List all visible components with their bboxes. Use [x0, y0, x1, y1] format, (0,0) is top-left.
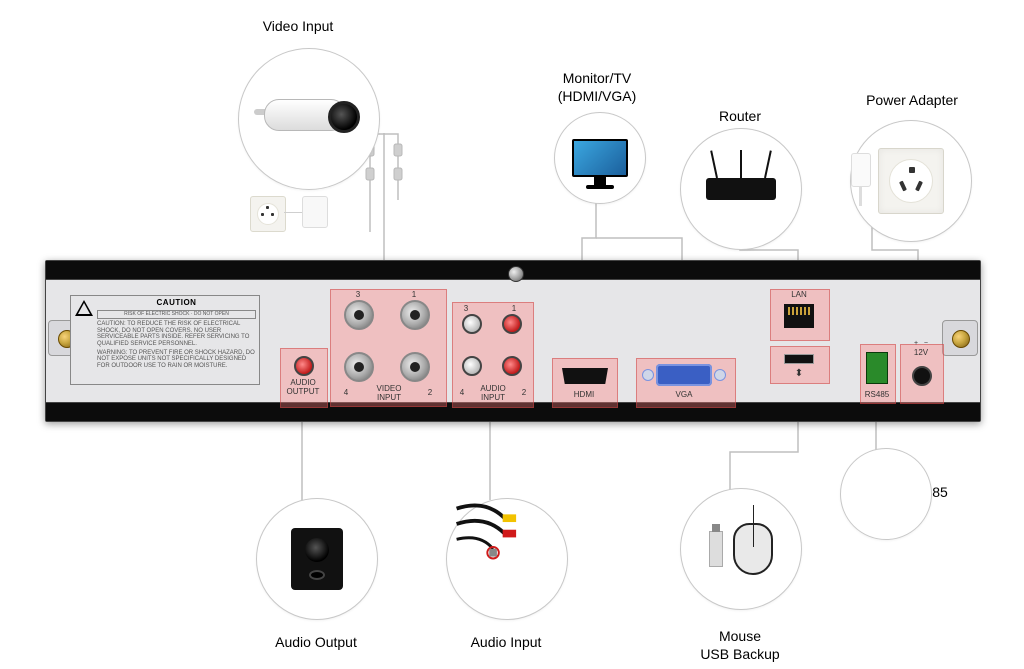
caution-warn: WARNING: TO PREVENT FIRE OR SHOCK HAZARD… — [97, 350, 256, 370]
label-mouse-usb: Mouse USB Backup — [700, 628, 779, 663]
port-bnc-3 — [344, 300, 374, 330]
mouse-icon — [733, 523, 773, 575]
bubble-audio-input — [446, 498, 568, 620]
label-video-input: Video Input — [263, 18, 334, 36]
port-audio-out-rca — [294, 356, 314, 376]
power-socket-icon — [878, 148, 944, 214]
mini-socket-icon — [250, 196, 286, 232]
caution-plate: CAUTION RISK OF ELECTRIC SHOCK · DO NOT … — [70, 295, 260, 385]
bubble-mouse-usb — [680, 488, 802, 610]
label-power: Power Adapter — [866, 92, 958, 110]
num-v1: 1 — [404, 290, 424, 299]
port-vga — [656, 364, 712, 386]
num-v2: 2 — [420, 388, 440, 397]
portlabel-hdmi: HDMI — [556, 390, 612, 399]
port-usb — [784, 354, 814, 364]
port-rs485 — [866, 352, 888, 384]
screw-icon — [942, 320, 978, 356]
bubble-router — [680, 128, 802, 250]
port-rj45 — [784, 304, 814, 328]
port-hdmi — [562, 368, 608, 384]
port-rca-a1 — [502, 314, 522, 334]
portlabel-audio-out: AUDIO OUTPUT — [282, 378, 324, 396]
num-a1: 1 — [506, 304, 522, 313]
port-rca-a3 — [462, 314, 482, 334]
portlabel-dc: 12V — [902, 348, 940, 357]
num-v4: 4 — [336, 388, 356, 397]
port-bnc-1 — [400, 300, 430, 330]
bubble-power — [850, 120, 972, 242]
num-a4: 4 — [454, 388, 470, 397]
port-bnc-2 — [400, 352, 430, 382]
caution-body: CAUTION: TO REDUCE THE RISK OF ELECTRICA… — [97, 321, 256, 347]
label-audio-output: Audio Output — [275, 634, 357, 652]
port-bnc-4 — [344, 352, 374, 382]
speaker-icon — [291, 528, 343, 590]
num-a2: 2 — [516, 388, 532, 397]
label-audio-input: Audio Input — [471, 634, 542, 652]
portlabel-video-in: VIDEO INPUT — [364, 384, 414, 402]
port-dc-jack — [912, 366, 932, 386]
bubble-video-input — [238, 48, 380, 190]
usb-stick-icon — [709, 531, 723, 567]
caution-title: CAUTION — [97, 299, 256, 308]
audio-cables-icon — [447, 499, 543, 576]
camera-icon — [254, 89, 364, 149]
screw-icon — [508, 266, 524, 282]
num-a3: 3 — [458, 304, 474, 313]
monitor-icon — [572, 139, 628, 177]
portlabel-lan: LAN — [774, 290, 824, 299]
portlabel-audio-in: AUDIO INPUT — [472, 384, 514, 402]
bubble-rs485 — [840, 448, 932, 540]
bubble-monitor — [554, 112, 646, 204]
num-v3: 3 — [348, 290, 368, 299]
portlabel-vga: VGA — [660, 390, 708, 399]
bubble-audio-output — [256, 498, 378, 620]
power-adapter-icon — [851, 153, 871, 187]
portlabel-rs485: RS485 — [858, 390, 896, 399]
router-icon — [706, 178, 776, 200]
label-router: Router — [719, 108, 761, 126]
label-monitor: Monitor/TV (HDMI/VGA) — [558, 70, 637, 105]
mini-plug-icon — [302, 196, 328, 228]
port-rca-a4 — [462, 356, 482, 376]
mini-link — [284, 212, 302, 213]
mouse-usb-icon — [709, 523, 773, 575]
port-rca-a2 — [502, 356, 522, 376]
caution-line1: RISK OF ELECTRIC SHOCK · DO NOT OPEN — [97, 310, 256, 320]
